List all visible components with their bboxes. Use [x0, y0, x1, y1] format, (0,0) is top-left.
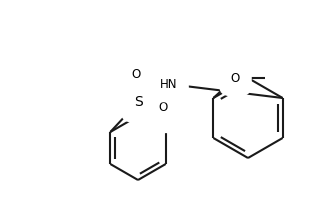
- Text: HN: HN: [160, 77, 177, 90]
- Text: N: N: [148, 100, 157, 113]
- Text: O: O: [231, 72, 240, 84]
- Text: N: N: [163, 91, 171, 104]
- Text: S: S: [134, 95, 143, 109]
- Text: O: O: [162, 108, 171, 121]
- Text: O: O: [132, 68, 141, 81]
- Text: O: O: [159, 101, 168, 114]
